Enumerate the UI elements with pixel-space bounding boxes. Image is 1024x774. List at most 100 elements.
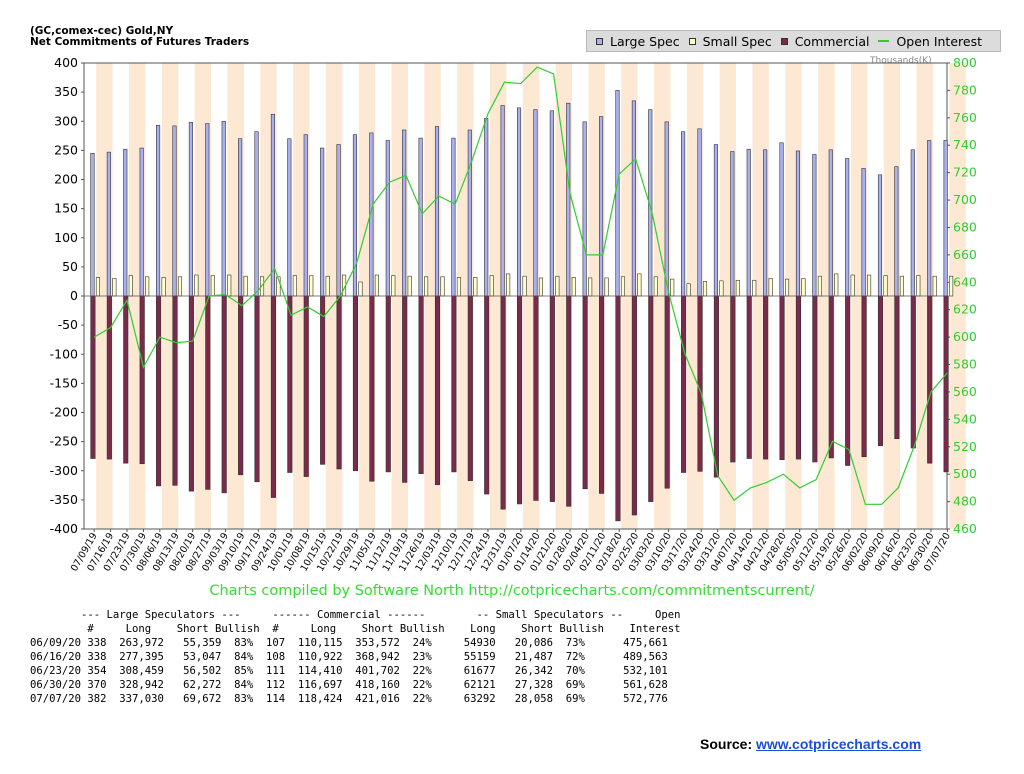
small-spec-bar — [670, 278, 675, 297]
large-spec-bar — [156, 125, 161, 297]
legend-label-small-spec: Small Spec — [702, 33, 772, 49]
large-spec-bar — [927, 140, 932, 297]
legend-item-open-interest: Open Interest — [878, 34, 982, 49]
small-spec-bar — [571, 277, 576, 297]
commercial-bar — [451, 295, 457, 473]
small-spec-bar — [784, 278, 790, 297]
large-spec-bar — [385, 140, 390, 297]
commercial-bar — [434, 295, 441, 486]
large-spec-bar — [763, 149, 768, 297]
commercial-bar — [599, 295, 605, 494]
large-spec-bar — [205, 123, 210, 297]
commercial-bar — [943, 295, 949, 473]
commercial-bar — [894, 295, 900, 440]
table-row: 06/23/20 354 308,459 56,502 85% 111 114,… — [30, 665, 668, 677]
small-spec-bar — [309, 275, 314, 297]
source-link[interactable]: www.cotpricecharts.com — [756, 736, 922, 752]
small-spec-bar — [243, 275, 248, 297]
commercial-bar — [533, 295, 539, 501]
large-spec-bar — [303, 134, 308, 297]
right-axis-tick-label: 640 — [953, 274, 977, 289]
table-row: 06/30/20 370 328,942 62,272 84% 112 116,… — [30, 679, 668, 691]
small-spec-bar — [653, 276, 658, 297]
chart-credit: Charts compiled by Software North http:/… — [209, 583, 815, 599]
large-spec-bar — [828, 149, 833, 297]
commercial-bar — [845, 295, 851, 466]
units-label: Thousands(K) — [870, 56, 932, 66]
commercial-bar — [697, 295, 703, 472]
commercial-bar — [303, 295, 309, 477]
commercial-bar — [910, 295, 916, 449]
large-spec-bar — [336, 144, 341, 297]
small-spec-bar — [817, 275, 822, 297]
large-spec-bar — [795, 150, 800, 297]
legend-label-commercial: Commercial — [794, 33, 870, 49]
right-axis-tick-label: 680 — [953, 219, 977, 234]
commercial-bar — [484, 295, 490, 495]
chart-svg: 400350300250200150100500-50-100-150-200-… — [50, 55, 977, 573]
large-spec-bar — [516, 107, 522, 297]
large-spec-bar — [845, 158, 850, 297]
large-spec-swatch — [596, 37, 603, 45]
large-spec-bar — [582, 121, 587, 297]
chart-title: (GC,comex-cec) Gold,NY Net Commitments o… — [30, 26, 249, 48]
commercial-bar — [877, 295, 884, 447]
large-spec-bar — [812, 154, 817, 297]
commercial-bar — [549, 295, 555, 502]
cot-data-table: --- Large Speculators --- ------ Commerc… — [30, 608, 681, 706]
legend-item-large-spec: Large Spec — [596, 34, 680, 49]
commercial-bar — [763, 295, 769, 460]
small-spec-bar — [850, 274, 855, 297]
table-header-row: --- Large Speculators --- ------ Commerc… — [30, 609, 681, 621]
commercial-bar — [500, 295, 506, 510]
small-spec-bar — [834, 273, 839, 297]
small-spec-bar — [801, 278, 806, 297]
commercial-bar — [566, 295, 572, 507]
left-axis-tick-label: 150 — [54, 201, 78, 216]
small-spec-bar — [325, 275, 330, 297]
left-axis-tick-label: 200 — [54, 172, 78, 187]
right-axis-tick-label: 780 — [953, 82, 977, 97]
commercial-bar — [254, 295, 260, 483]
large-spec-bar — [681, 131, 686, 297]
commercial-bar — [156, 295, 162, 487]
commercial-bar — [828, 295, 834, 459]
left-axis-tick-label: -150 — [50, 375, 78, 390]
source-line: Source: www.cotpricecharts.com — [700, 736, 921, 752]
right-axis-tick-label: 540 — [953, 411, 977, 426]
large-spec-bar — [418, 137, 423, 297]
table-header-row: # Long Short Bullish # Long Short Bullis… — [30, 623, 681, 635]
small-spec-bar — [506, 273, 511, 297]
left-axis-tick-label: -50 — [58, 317, 78, 332]
small-spec-bar — [522, 275, 527, 297]
small-spec-bar — [489, 275, 494, 297]
large-spec-bar — [779, 142, 784, 297]
large-spec-bar — [730, 151, 735, 297]
large-spec-bar — [599, 116, 604, 297]
large-spec-bar — [697, 128, 702, 297]
right-axis-tick-label: 500 — [953, 466, 977, 481]
small-spec-bar — [735, 279, 740, 297]
open-interest-swatch — [878, 40, 890, 42]
large-spec-bar — [287, 138, 292, 297]
commercial-bar — [582, 295, 588, 490]
small-spec-bar — [177, 276, 183, 297]
large-spec-bar — [254, 131, 259, 297]
commercial-bar — [106, 295, 112, 460]
small-spec-bar — [899, 275, 904, 297]
commercial-bar — [90, 295, 96, 459]
small-spec-bar — [916, 275, 921, 297]
right-axis-tick-label: 460 — [953, 521, 977, 536]
commercial-bar — [139, 295, 145, 465]
right-axis-tick-label: 560 — [953, 384, 977, 399]
large-spec-bar — [106, 151, 111, 297]
commercial-bar — [270, 295, 276, 498]
large-spec-bar — [943, 140, 948, 297]
commercial-bar — [467, 295, 473, 481]
large-spec-bar — [238, 138, 243, 297]
small-spec-bar — [473, 277, 478, 297]
small-spec-bar — [719, 280, 724, 297]
large-spec-bar — [402, 129, 407, 297]
small-spec-bar — [932, 275, 937, 297]
commercial-bar — [861, 295, 867, 458]
